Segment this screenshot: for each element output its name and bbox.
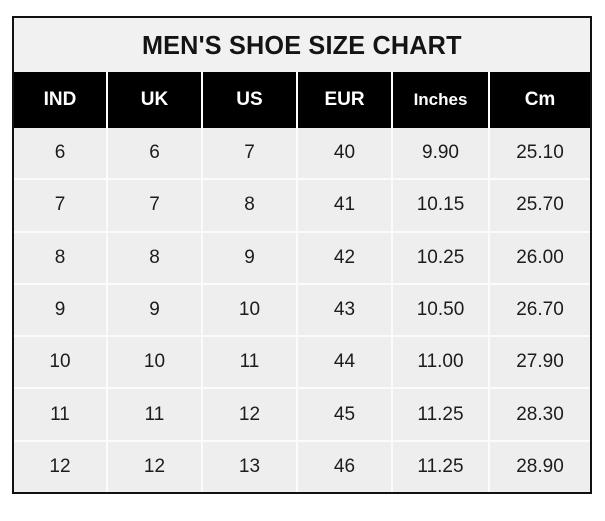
cell-inches: 10.15 [393, 180, 490, 231]
table-row: 7 7 8 41 10.15 25.70 [14, 180, 590, 233]
column-header-inches: Inches [393, 72, 490, 128]
cell-eur: 42 [298, 232, 393, 283]
cell-cm: 26.70 [516, 298, 564, 320]
cell-ind: 6 [14, 128, 108, 179]
cell-inches: 11.25 [393, 441, 490, 492]
table-row: 6 6 7 40 9.90 25.10 [14, 128, 590, 181]
cell-inches: 11.25 [393, 389, 490, 440]
cell-ind: 10 [14, 337, 108, 388]
size-chart-table: MEN'S SHOE SIZE CHART IND UK US EUR Inch… [12, 16, 592, 494]
cell-uk: 7 [108, 180, 203, 231]
table-row: 12 12 13 46 11.25 28.90 [14, 441, 590, 492]
cell-uk: 8 [108, 232, 203, 283]
cell-us: 7 [203, 128, 298, 179]
cell-uk: 10 [108, 337, 203, 388]
cell-cm: 27.90 [516, 351, 564, 373]
cell-cm: 28.30 [516, 403, 564, 425]
cell-inches: 10.25 [393, 232, 490, 283]
column-header-eur: EUR [298, 72, 393, 128]
cell-uk: 9 [108, 284, 203, 336]
cell-us: 8 [203, 180, 298, 231]
cell-uk: 6 [108, 128, 203, 179]
cell-us: 12 [203, 389, 298, 440]
table-row: 9 9 10 43 10.50 26.70 [14, 284, 590, 338]
cell-cm: 25.70 [516, 194, 564, 216]
cell-eur: 41 [298, 180, 393, 231]
table-row: 8 8 9 42 10.25 26.00 [14, 232, 590, 285]
table-row: 10 10 11 44 11.00 27.90 [14, 337, 590, 390]
cell-eur: 45 [298, 389, 393, 440]
cell-inches: 9.90 [393, 128, 490, 179]
cell-ind: 8 [14, 232, 108, 283]
cell-uk: 11 [108, 389, 203, 440]
cell-us: 13 [203, 441, 298, 492]
cell-us: 10 [203, 284, 298, 336]
cell-ind: 12 [14, 441, 108, 492]
cell-ind: 9 [14, 284, 108, 336]
cell-cm: 26.00 [516, 246, 564, 268]
chart-title-band: MEN'S SHOE SIZE CHART [14, 18, 590, 72]
cell-eur: 44 [298, 337, 393, 388]
table-body: 6 6 7 40 9.90 25.10 7 7 8 41 10.15 25.70… [14, 128, 590, 492]
cell-eur: 40 [298, 128, 393, 179]
cell-eur: 46 [298, 441, 393, 492]
cell-eur: 43 [298, 284, 393, 336]
cell-us: 9 [203, 232, 298, 283]
cell-us: 11 [203, 337, 298, 388]
cell-uk: 12 [108, 441, 203, 492]
column-header-ind: IND [14, 72, 108, 128]
cell-ind: 7 [14, 180, 108, 231]
page-title: MEN'S SHOE SIZE CHART [142, 29, 462, 60]
table-header-row: IND UK US EUR Inches Cm [14, 72, 590, 128]
cell-cm: 25.10 [516, 142, 564, 164]
cell-ind: 11 [14, 389, 108, 440]
column-header-us: US [203, 72, 298, 128]
cell-inches: 10.50 [393, 284, 490, 336]
cell-inches: 11.00 [393, 337, 490, 388]
column-header-uk: UK [108, 72, 203, 128]
table-row: 11 11 12 45 11.25 28.30 [14, 389, 590, 442]
cell-cm: 28.90 [516, 455, 564, 477]
column-header-cm: Cm [490, 72, 590, 128]
